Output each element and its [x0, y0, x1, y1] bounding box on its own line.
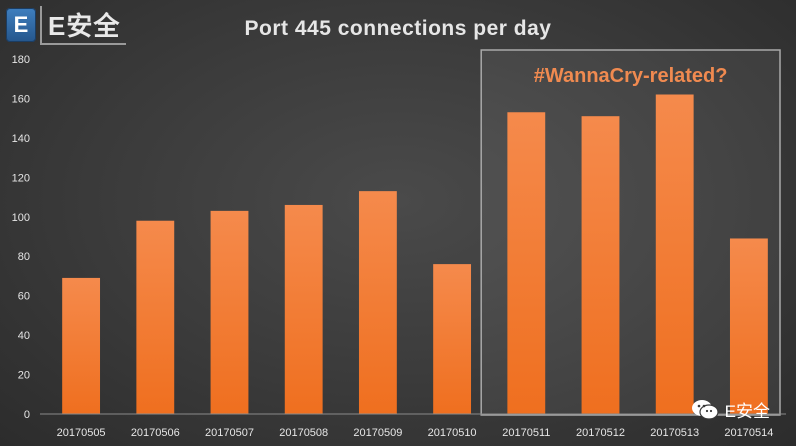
x-tick-label: 20170510: [428, 427, 477, 439]
y-tick-label: 180: [12, 54, 30, 66]
logo-text: E安全: [40, 5, 127, 45]
wechat-icon: [691, 398, 719, 422]
bar-20170510: [433, 264, 472, 414]
y-tick-label: 160: [12, 93, 30, 105]
x-tick-label: 20170509: [353, 427, 402, 439]
x-tick-label: 20170505: [57, 427, 106, 439]
bar-20170514: [729, 238, 768, 414]
bar-20170513: [655, 94, 694, 414]
x-tick-label: 20170511: [502, 427, 550, 439]
y-tick-label: 20: [18, 370, 30, 382]
x-tick-label: 20170513: [650, 427, 699, 439]
bar-20170508: [284, 204, 323, 414]
chart-title: Port 445 connections per day: [245, 17, 552, 40]
bar-20170505: [62, 277, 101, 414]
x-tick-label: 20170512: [576, 427, 625, 439]
x-tick-label: 20170506: [131, 427, 180, 439]
bar-20170506: [136, 220, 175, 414]
x-tick-label: 20170507: [205, 427, 254, 439]
y-tick-label: 60: [18, 291, 30, 303]
bar-20170511: [507, 112, 546, 414]
y-tick-label: 100: [12, 212, 30, 224]
bar-20170509: [358, 191, 397, 414]
annotation-label: #WannaCry-related?: [534, 65, 728, 87]
y-tick-label: 80: [18, 251, 30, 263]
bar-20170507: [210, 210, 249, 414]
y-tick-label: 140: [12, 133, 30, 145]
y-tick-label: 120: [12, 172, 30, 184]
bar-20170512: [581, 116, 620, 414]
watermark-text: E安全: [724, 402, 770, 421]
x-tick-label: 20170514: [724, 427, 773, 439]
site-logo: E E安全: [6, 5, 127, 45]
x-tick-label: 20170508: [279, 427, 328, 439]
watermark: E安全: [691, 397, 770, 422]
logo-badge: E: [6, 8, 36, 42]
y-tick-label: 0: [24, 409, 30, 421]
y-tick-label: 40: [18, 330, 30, 342]
